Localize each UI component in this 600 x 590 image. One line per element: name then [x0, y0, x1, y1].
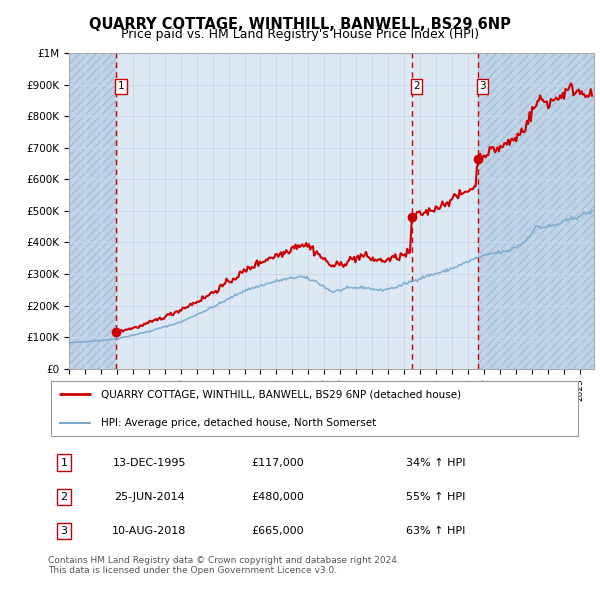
Text: £117,000: £117,000	[251, 458, 304, 467]
Text: 55% ↑ HPI: 55% ↑ HPI	[406, 492, 465, 502]
Text: 3: 3	[61, 526, 68, 536]
Bar	[478, 53, 594, 369]
Text: Price paid vs. HM Land Registry's House Price Index (HPI): Price paid vs. HM Land Registry's House …	[121, 28, 479, 41]
Text: 10-AUG-2018: 10-AUG-2018	[112, 526, 187, 536]
Text: £665,000: £665,000	[251, 526, 304, 536]
Text: 13-DEC-1995: 13-DEC-1995	[113, 458, 186, 467]
Text: £480,000: £480,000	[251, 492, 304, 502]
Text: 3: 3	[479, 81, 486, 91]
Text: QUARRY COTTAGE, WINTHILL, BANWELL, BS29 6NP: QUARRY COTTAGE, WINTHILL, BANWELL, BS29 …	[89, 17, 511, 31]
Text: QUARRY COTTAGE, WINTHILL, BANWELL, BS29 6NP (detached house): QUARRY COTTAGE, WINTHILL, BANWELL, BS29 …	[101, 389, 461, 399]
Text: HPI: Average price, detached house, North Somerset: HPI: Average price, detached house, Nort…	[101, 418, 377, 428]
Text: 1: 1	[118, 81, 124, 91]
Text: 25-JUN-2014: 25-JUN-2014	[114, 492, 185, 502]
Text: 63% ↑ HPI: 63% ↑ HPI	[406, 526, 465, 536]
Text: 1: 1	[61, 458, 68, 467]
Text: Contains HM Land Registry data © Crown copyright and database right 2024.
This d: Contains HM Land Registry data © Crown c…	[48, 556, 400, 575]
Text: 34% ↑ HPI: 34% ↑ HPI	[406, 458, 465, 467]
FancyBboxPatch shape	[50, 381, 578, 437]
Bar	[69, 53, 116, 369]
Text: 2: 2	[413, 81, 420, 91]
Text: 2: 2	[61, 492, 68, 502]
